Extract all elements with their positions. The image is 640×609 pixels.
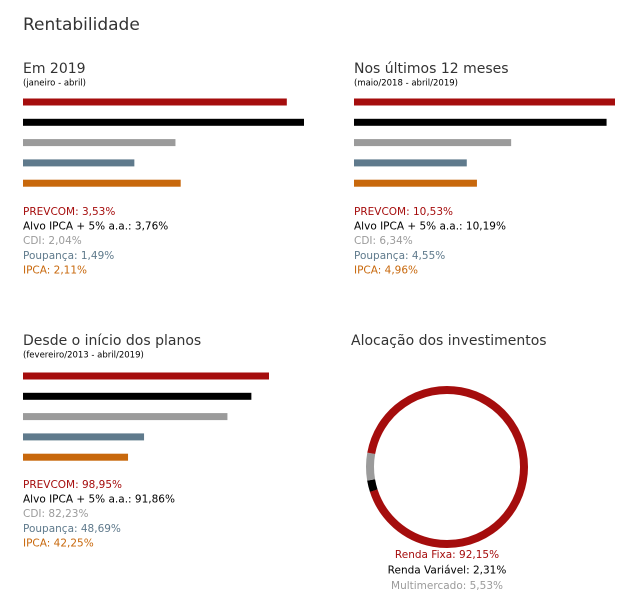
bar [354, 159, 467, 167]
panel-title: Desde o início dos planos [23, 333, 201, 349]
bar [23, 413, 228, 421]
bar [23, 372, 269, 380]
panel-title: Alocação dos investimentos [351, 333, 547, 349]
value-label: PREVCOM: 98,95% [23, 479, 122, 491]
panel-subtitle: (janeiro - abril) [23, 79, 86, 89]
bar [354, 98, 615, 106]
value-label: IPCA: 2,11% [23, 264, 87, 276]
value-label: PREVCOM: 10,53% [354, 206, 453, 218]
bar [354, 139, 512, 147]
value-label: IPCA: 4,96% [354, 264, 418, 276]
value-label: IPCA: 42,25% [23, 537, 94, 549]
bar [23, 139, 176, 147]
value-label: CDI: 2,04% [23, 235, 82, 247]
value-label: CDI: 82,23% [23, 508, 88, 520]
legend-label: Multimercado: 5,53% [391, 580, 503, 592]
value-label: Poupança: 4,55% [354, 250, 445, 262]
bar [23, 159, 135, 167]
value-label: Alvo IPCA + 5% a.a.: 91,86% [23, 494, 175, 506]
bar [23, 392, 252, 400]
bar [23, 433, 145, 441]
bar [23, 179, 181, 187]
page-title: Rentabilidade [23, 15, 140, 35]
value-label: Alvo IPCA + 5% a.a.: 3,76% [23, 221, 168, 233]
panel-subtitle: (fevereiro/2013 - abril/2019) [23, 351, 144, 361]
bar [354, 118, 607, 126]
value-label: Alvo IPCA + 5% a.a.: 10,19% [354, 221, 506, 233]
legend-label: Renda Fixa: 92,15% [395, 549, 499, 561]
bar [23, 453, 129, 461]
value-label: PREVCOM: 3,53% [23, 206, 115, 218]
donut-segment [365, 386, 528, 548]
panel-title: Nos últimos 12 meses [354, 61, 509, 77]
legend-label: Renda Variável: 2,31% [388, 565, 507, 577]
panel-title: Em 2019 [23, 61, 86, 77]
bar [354, 179, 477, 187]
donut-segment [366, 386, 528, 548]
panel-subtitle: (maio/2018 - abril/2019) [354, 79, 458, 89]
value-label: CDI: 6,34% [354, 235, 413, 247]
bar [23, 98, 287, 106]
bar [23, 118, 304, 126]
value-label: Poupança: 48,69% [23, 523, 121, 535]
donut-segment [366, 386, 528, 548]
value-label: Poupança: 1,49% [23, 250, 114, 262]
